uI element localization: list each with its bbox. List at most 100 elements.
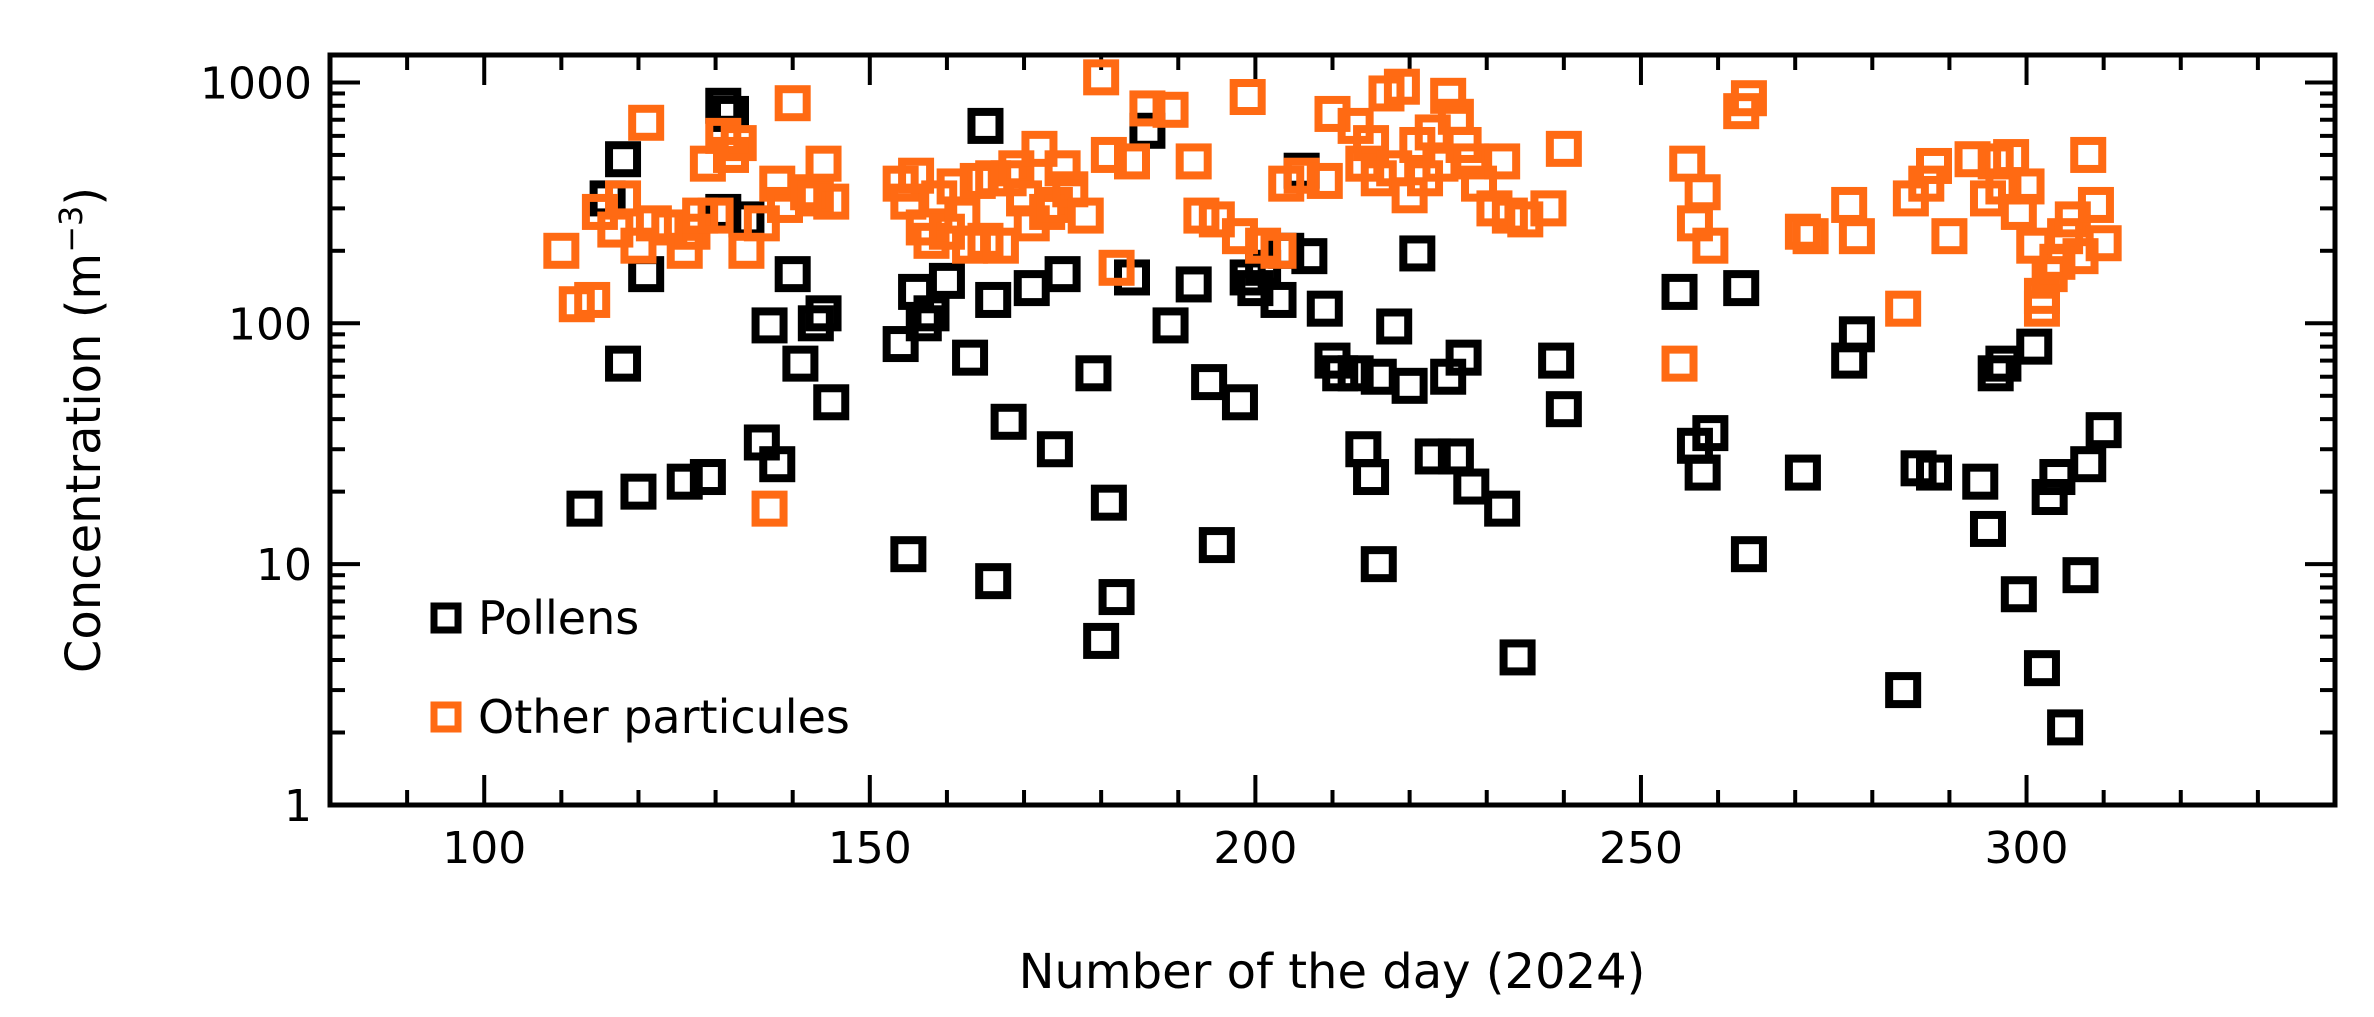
legend-label-pollens: Pollens bbox=[478, 591, 639, 645]
data-point bbox=[898, 157, 935, 194]
data-point bbox=[975, 281, 1012, 318]
data-point bbox=[2085, 412, 2122, 449]
data-point bbox=[1530, 190, 1567, 227]
data-point bbox=[1661, 345, 1698, 382]
data-point bbox=[1792, 218, 1829, 255]
data-point bbox=[1098, 579, 1135, 616]
data-point bbox=[697, 197, 734, 234]
y-axis-title-close: ) bbox=[56, 187, 112, 206]
y-tick-label: 1000 bbox=[200, 58, 312, 109]
x-tick-label: 150 bbox=[828, 823, 912, 874]
data-point bbox=[1098, 249, 1135, 286]
data-point bbox=[751, 490, 788, 527]
data-point bbox=[1013, 270, 1050, 307]
data-point bbox=[2047, 709, 2084, 746]
data-point bbox=[1977, 355, 2014, 392]
data-point bbox=[1954, 141, 1991, 178]
data-point bbox=[813, 384, 850, 421]
data-point bbox=[1067, 197, 1104, 234]
data-point bbox=[952, 339, 989, 376]
data-point bbox=[689, 459, 726, 496]
data-point bbox=[751, 307, 788, 344]
data-point bbox=[1090, 484, 1127, 521]
data-point bbox=[1198, 527, 1235, 564]
data-point bbox=[1044, 256, 1081, 293]
data-point bbox=[1090, 136, 1127, 173]
data-point bbox=[1430, 77, 1467, 114]
data-point bbox=[1784, 454, 1821, 491]
data-point bbox=[1969, 510, 2006, 547]
data-point bbox=[1784, 213, 1821, 250]
y-axis-title-text: Concentration (m bbox=[56, 253, 112, 673]
data-point bbox=[1684, 454, 1721, 491]
axis-ticks bbox=[330, 55, 2335, 807]
data-point bbox=[1129, 90, 1166, 127]
data-point bbox=[1730, 536, 1767, 573]
data-point bbox=[1391, 367, 1428, 404]
data-point bbox=[1692, 415, 1729, 452]
data-point bbox=[805, 295, 842, 332]
data-point bbox=[1083, 59, 1120, 96]
data-point bbox=[2085, 225, 2122, 262]
data-point bbox=[1191, 364, 1228, 401]
data-point bbox=[1360, 546, 1397, 583]
data-point bbox=[2062, 557, 2099, 594]
data-point bbox=[1445, 339, 1482, 376]
data-point bbox=[2070, 446, 2107, 483]
data-point bbox=[1036, 431, 1073, 468]
data-point bbox=[797, 305, 834, 342]
data-point bbox=[1545, 130, 1582, 167]
data-point bbox=[2000, 576, 2037, 613]
data-point bbox=[1075, 355, 1112, 392]
data-point bbox=[1838, 316, 1875, 353]
data-point bbox=[1175, 266, 1212, 303]
data-point bbox=[1916, 454, 1952, 491]
data-point bbox=[628, 104, 665, 141]
data-point bbox=[2016, 328, 2053, 365]
data-point bbox=[543, 232, 580, 269]
data-point bbox=[1669, 145, 1706, 182]
data-point bbox=[2008, 168, 2045, 205]
data-point bbox=[2070, 136, 2107, 173]
data-point bbox=[1306, 162, 1343, 199]
data-point bbox=[1260, 232, 1297, 269]
data-point bbox=[2031, 479, 2068, 516]
data-point bbox=[1029, 193, 1066, 230]
data-point bbox=[913, 295, 950, 332]
data-point bbox=[990, 403, 1027, 440]
data-point bbox=[1484, 490, 1521, 527]
data-point bbox=[813, 183, 850, 220]
data-point bbox=[2023, 650, 2060, 687]
data-point bbox=[1353, 125, 1390, 162]
data-point bbox=[1484, 143, 1521, 180]
data-point bbox=[1221, 218, 1258, 255]
data-point bbox=[605, 141, 642, 178]
data-point bbox=[1885, 672, 1922, 709]
y-tick-label: 100 bbox=[228, 299, 312, 350]
data-point bbox=[1152, 91, 1189, 128]
x-tick-label: 300 bbox=[1985, 823, 2069, 874]
data-point bbox=[890, 536, 927, 573]
data-point bbox=[1885, 290, 1922, 327]
data-point bbox=[1730, 80, 1767, 117]
y-axis-title: Concentration (m−3) bbox=[52, 187, 112, 673]
data-point bbox=[1221, 384, 1258, 421]
data-point bbox=[743, 205, 780, 242]
data-point bbox=[605, 345, 642, 382]
data-point bbox=[574, 281, 611, 318]
data-point bbox=[1962, 463, 1999, 500]
data-point bbox=[1692, 227, 1729, 264]
data-point bbox=[782, 345, 819, 382]
data-point bbox=[1661, 273, 1698, 310]
data-point bbox=[2077, 186, 2114, 223]
x-axis-title: Number of the day (2024) bbox=[1019, 944, 1646, 1000]
data-point bbox=[1353, 459, 1390, 496]
legend-label-other-particules: Other particules bbox=[478, 690, 850, 744]
data-point bbox=[805, 145, 842, 182]
data-point bbox=[566, 490, 603, 527]
data-point bbox=[605, 180, 642, 217]
data-point bbox=[1114, 143, 1150, 180]
y-tick-label: 10 bbox=[256, 540, 312, 591]
data-point bbox=[1229, 79, 1266, 116]
data-point bbox=[774, 256, 811, 293]
